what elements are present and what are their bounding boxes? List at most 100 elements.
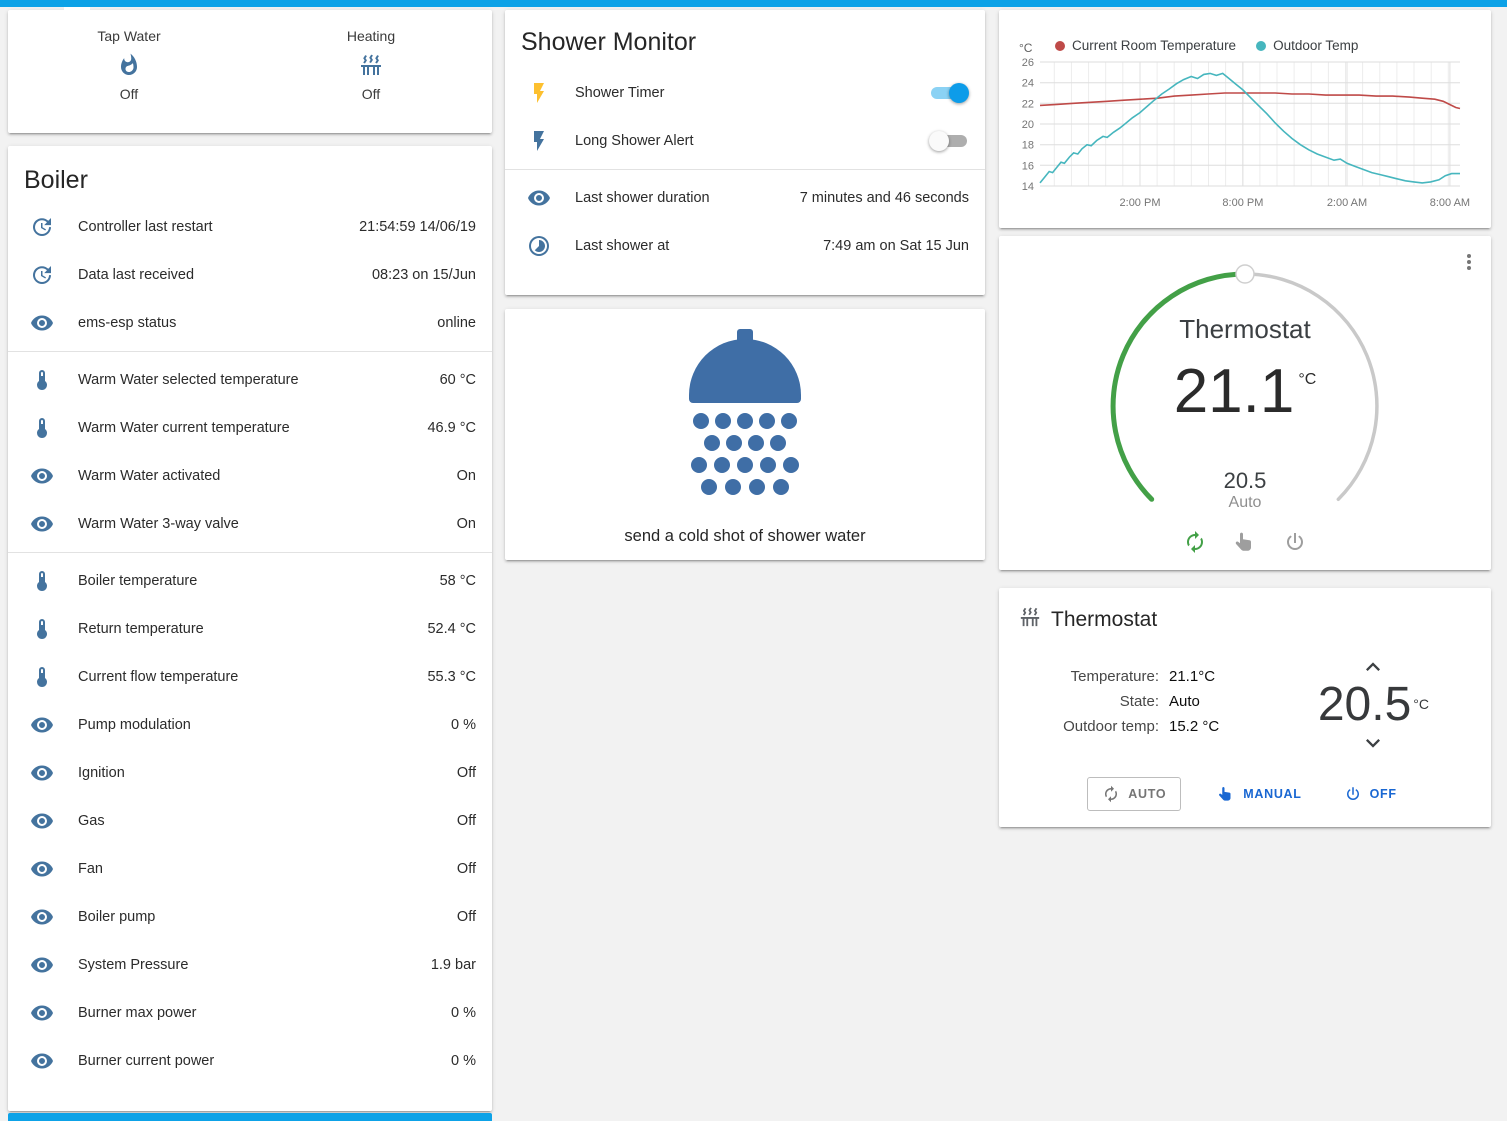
eye-icon — [31, 765, 53, 781]
entity-row[interactable]: Boiler pump Off — [8, 893, 492, 941]
entity-label: Last shower duration — [575, 190, 710, 206]
entity-value: 1.9 bar — [430, 957, 476, 973]
entity-label: Shower Timer — [575, 85, 665, 101]
thermostat-card-header: Thermostat — [999, 588, 1491, 633]
update-icon — [33, 218, 51, 236]
entity-row[interactable]: Warm Water selected temperature 60 °C — [8, 356, 492, 404]
glance-label: Tap Water — [97, 28, 161, 44]
glance-item-tap-water[interactable]: Tap Water Off — [8, 28, 250, 133]
glance-card: Tap Water Off Heating Off — [8, 10, 492, 133]
entity-row[interactable]: Pump modulation 0 % — [8, 701, 492, 749]
shower-card-title: Shower Monitor — [521, 28, 697, 56]
entity-row[interactable]: Burner max power 0 % — [8, 989, 492, 1037]
entity-label: Boiler pump — [78, 909, 156, 925]
shower-picture-card[interactable]: send a cold shot of shower water — [505, 309, 985, 560]
entity-row[interactable]: System Pressure 1.9 bar — [8, 941, 492, 989]
entity-row[interactable]: Last shower at 7:49 am on Sat 15 Jun — [505, 222, 985, 270]
entity-row[interactable]: Controller last restart 21:54:59 14/06/1… — [8, 203, 492, 251]
thermometer-icon — [37, 619, 47, 639]
thermometer-icon — [37, 667, 47, 687]
current-temperature: 21.1 °C — [1173, 357, 1317, 426]
hand-icon — [1219, 786, 1231, 801]
entity-label: Burner max power — [78, 1005, 197, 1021]
toggle-shower-timer[interactable] — [929, 83, 969, 103]
divider — [8, 351, 492, 352]
off-mode-button[interactable] — [1283, 530, 1307, 554]
toggle-row: Shower Timer — [505, 69, 985, 117]
decrease-setpoint-button[interactable] — [1318, 729, 1429, 757]
info-row: Outdoor temp: 15.2 °C — [1063, 717, 1220, 735]
chevron-down-icon — [1366, 739, 1381, 748]
off-button[interactable]: OFF — [1338, 777, 1403, 811]
overflow-menu-button[interactable] — [1457, 250, 1481, 274]
chart-y-unit: °C — [1019, 41, 1033, 55]
entity-value: 7:49 am on Sat 15 Jun — [823, 238, 969, 254]
chevron-up-icon — [1366, 662, 1381, 671]
entity-value: 21:54:59 14/06/19 — [359, 219, 476, 235]
manual-button[interactable]: MANUAL — [1211, 777, 1307, 811]
entity-row[interactable]: Warm Water activated On — [8, 452, 492, 500]
entity-row[interactable]: Last shower duration 7 minutes and 46 se… — [505, 174, 985, 222]
entity-row[interactable]: Boiler temperature 58 °C — [8, 557, 492, 605]
entity-row[interactable]: Ignition Off — [8, 749, 492, 797]
eye-icon — [31, 909, 53, 925]
entity-row[interactable]: Data last received 08:23 on 15/Jun — [8, 251, 492, 299]
legend-item: Current Room Temperature — [1055, 38, 1236, 53]
increase-setpoint-button[interactable] — [1318, 653, 1429, 681]
chart-legend: Current Room Temperature Outdoor Temp — [1055, 38, 1358, 53]
entity-value: Off — [456, 765, 476, 781]
setpoint-control: 20.5 °C — [1318, 653, 1429, 757]
svg-text:20: 20 — [1022, 119, 1034, 131]
dial-handle — [1235, 264, 1255, 284]
power-icon — [1346, 787, 1359, 800]
thermostat-dial-card: Thermostat 21.1 °C 20.5 Auto — [999, 236, 1491, 570]
entity-value: 46.9 °C — [427, 420, 476, 436]
svg-text:2:00 PM: 2:00 PM — [1120, 197, 1161, 209]
app-header-strip — [0, 0, 1507, 7]
hand-icon — [1235, 532, 1251, 551]
entity-value: 0 % — [451, 1053, 476, 1069]
eye-icon — [31, 516, 53, 532]
svg-text:8:00 AM: 8:00 AM — [1430, 197, 1470, 209]
entity-row[interactable]: Burner current power 0 % — [8, 1037, 492, 1085]
entity-row[interactable]: Return temperature 52.4 °C — [8, 605, 492, 653]
auto-button[interactable]: AUTO — [1087, 777, 1182, 811]
boiler-card: Boiler Controller last restart 21:54:59 … — [8, 146, 492, 1111]
entity-row[interactable]: Warm Water current temperature 46.9 °C — [8, 404, 492, 452]
entity-value: 0 % — [451, 1005, 476, 1021]
entity-label: ems-esp status — [78, 315, 177, 331]
autorenew-icon — [1187, 531, 1203, 553]
auto-mode-button[interactable] — [1183, 530, 1207, 554]
dots-vertical-icon — [1467, 254, 1471, 270]
divider — [505, 169, 985, 170]
entity-label: Controller last restart — [78, 219, 213, 235]
temperature-history-chart: 26 24 22 20 18 16 14 2:00 PM 8:00 PM 2:00 AM 8:00 … — [1022, 58, 1470, 209]
dial-active-arc — [1110, 271, 1248, 502]
autorenew-icon — [1105, 785, 1118, 803]
entity-value: 60 °C — [439, 372, 476, 388]
svg-text:8:00 PM: 8:00 PM — [1222, 197, 1263, 209]
entity-row[interactable]: Current flow temperature 55.3 °C — [8, 653, 492, 701]
update-icon — [33, 266, 51, 284]
boiler-card-title: Boiler — [24, 166, 88, 194]
entity-row[interactable]: ems-esp status online — [8, 299, 492, 347]
entity-label: Burner current power — [78, 1053, 215, 1069]
entity-value: On — [456, 516, 476, 532]
toggle-long-shower-alert[interactable] — [929, 131, 969, 151]
entity-row[interactable]: Gas Off — [8, 797, 492, 845]
cold-shot-action[interactable]: send a cold shot of shower water — [624, 527, 866, 545]
header-tab-remnant — [64, 7, 90, 14]
manual-mode-button[interactable] — [1233, 530, 1257, 554]
entity-row[interactable]: Fan Off — [8, 845, 492, 893]
thermostat-dial[interactable] — [1095, 254, 1395, 540]
entity-value: Off — [456, 813, 476, 829]
fire-icon — [121, 53, 137, 75]
thermometer-icon — [37, 418, 47, 438]
entity-value: Off — [456, 909, 476, 925]
glance-item-heating[interactable]: Heating Off — [250, 28, 492, 133]
entity-value: 0 % — [451, 717, 476, 733]
setpoint-value: 20.5 °C — [1317, 678, 1429, 731]
eye-icon — [528, 190, 550, 206]
thermometer-icon — [37, 571, 47, 591]
entity-row[interactable]: Warm Water 3-way valve On — [8, 500, 492, 548]
